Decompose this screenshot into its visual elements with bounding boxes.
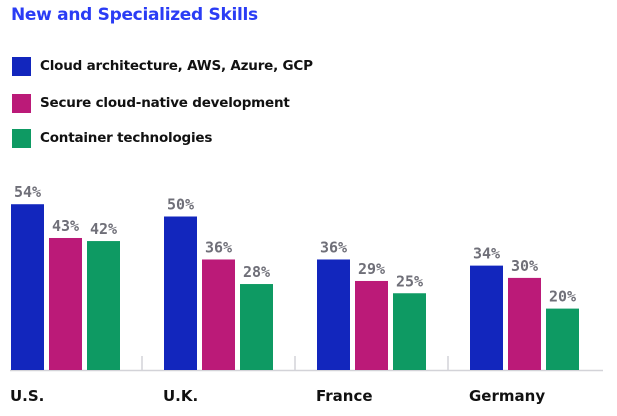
data-label: 42% [90,220,117,238]
legend-label: Secure cloud-native development [40,95,290,111]
bar-uk-series-0 [164,216,197,370]
bar-germany-series-1 [508,277,541,370]
bar-us-series-2 [87,241,120,370]
legend-label: Cloud architecture, AWS, Azure, GCP [40,58,313,74]
bar-uk-series-2 [240,284,273,370]
bar-us-series-1 [49,237,82,370]
data-label: 30% [511,257,538,275]
bar-germany-series-2 [546,308,579,370]
data-label: 36% [205,238,232,256]
legend-label: Container technologies [40,130,213,146]
category-label: France [316,387,373,405]
legend-swatch [12,93,31,113]
data-label: 54% [14,183,41,201]
category-label: U.S. [10,387,44,405]
data-label: 29% [358,260,385,278]
bar-france-series-0 [317,259,350,370]
bar-us-series-0 [11,204,44,370]
chart-title: New and Specialized Skills [11,5,258,25]
data-label: 20% [549,288,576,306]
data-label: 43% [52,217,79,235]
legend-item-container-technologies: Container technologies [12,128,212,148]
legend-swatch [12,56,31,76]
legend-item-secure-cloud-native: Secure cloud-native development [12,93,290,113]
data-label: 25% [396,272,423,290]
category-label: Germany [469,387,545,405]
data-label: 36% [320,238,347,256]
data-label: 28% [243,263,270,281]
bar-germany-series-0 [470,265,503,370]
data-label: 50% [167,196,194,214]
bar-france-series-2 [393,293,426,370]
legend-swatch [12,128,31,148]
bar-uk-series-1 [202,259,235,370]
legend-item-cloud-architecture: Cloud architecture, AWS, Azure, GCP [12,56,313,76]
bar-france-series-1 [355,280,388,370]
category-label: U.K. [163,387,198,405]
data-label: 34% [473,245,500,263]
